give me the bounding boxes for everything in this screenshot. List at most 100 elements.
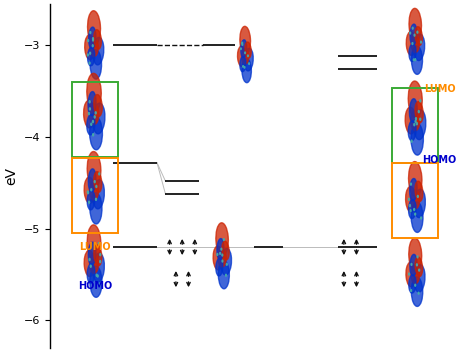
Ellipse shape bbox=[221, 249, 231, 275]
Ellipse shape bbox=[94, 95, 102, 116]
Ellipse shape bbox=[244, 48, 253, 71]
Ellipse shape bbox=[96, 274, 97, 276]
Text: LUMO: LUMO bbox=[424, 84, 456, 94]
Ellipse shape bbox=[405, 107, 416, 134]
Ellipse shape bbox=[408, 121, 416, 141]
Y-axis label: eV: eV bbox=[4, 167, 18, 185]
Ellipse shape bbox=[241, 40, 246, 58]
Ellipse shape bbox=[216, 223, 228, 256]
Ellipse shape bbox=[84, 177, 95, 203]
Ellipse shape bbox=[93, 37, 104, 65]
Ellipse shape bbox=[90, 180, 99, 200]
Ellipse shape bbox=[411, 34, 419, 52]
Ellipse shape bbox=[410, 210, 411, 212]
Ellipse shape bbox=[412, 27, 413, 29]
Ellipse shape bbox=[247, 55, 248, 57]
Ellipse shape bbox=[88, 47, 95, 66]
Ellipse shape bbox=[420, 118, 421, 120]
Bar bbox=[392, 88, 438, 163]
Ellipse shape bbox=[88, 191, 89, 194]
Ellipse shape bbox=[92, 45, 93, 47]
Ellipse shape bbox=[88, 92, 96, 116]
Bar bbox=[392, 163, 438, 238]
Ellipse shape bbox=[415, 284, 416, 286]
Ellipse shape bbox=[87, 191, 88, 193]
Ellipse shape bbox=[237, 46, 246, 67]
Ellipse shape bbox=[87, 151, 101, 188]
Ellipse shape bbox=[89, 101, 90, 103]
Ellipse shape bbox=[88, 169, 96, 192]
Bar bbox=[72, 82, 118, 157]
Ellipse shape bbox=[88, 242, 96, 265]
Ellipse shape bbox=[410, 254, 417, 276]
Ellipse shape bbox=[99, 173, 100, 175]
Ellipse shape bbox=[90, 52, 91, 54]
Ellipse shape bbox=[90, 117, 102, 150]
Ellipse shape bbox=[418, 111, 419, 113]
Ellipse shape bbox=[411, 263, 412, 265]
Ellipse shape bbox=[94, 30, 101, 49]
Ellipse shape bbox=[409, 44, 416, 62]
Ellipse shape bbox=[411, 46, 422, 74]
Ellipse shape bbox=[410, 99, 417, 122]
Ellipse shape bbox=[415, 59, 416, 61]
Ellipse shape bbox=[240, 26, 251, 55]
Ellipse shape bbox=[223, 239, 224, 240]
Ellipse shape bbox=[90, 38, 98, 57]
Ellipse shape bbox=[90, 193, 102, 224]
Text: HOMO: HOMO bbox=[422, 155, 457, 164]
Ellipse shape bbox=[94, 181, 95, 183]
Ellipse shape bbox=[409, 8, 421, 41]
Ellipse shape bbox=[99, 243, 100, 245]
Ellipse shape bbox=[91, 189, 92, 191]
Ellipse shape bbox=[420, 100, 421, 102]
Ellipse shape bbox=[222, 241, 229, 260]
Ellipse shape bbox=[96, 186, 97, 188]
Ellipse shape bbox=[409, 200, 416, 219]
Ellipse shape bbox=[89, 62, 90, 64]
Ellipse shape bbox=[87, 225, 101, 261]
Ellipse shape bbox=[90, 50, 101, 79]
Ellipse shape bbox=[242, 42, 243, 44]
Ellipse shape bbox=[415, 213, 416, 215]
Ellipse shape bbox=[414, 34, 415, 36]
Ellipse shape bbox=[90, 32, 91, 33]
Ellipse shape bbox=[218, 249, 226, 267]
Bar bbox=[72, 158, 118, 233]
Ellipse shape bbox=[242, 58, 251, 83]
Ellipse shape bbox=[89, 104, 99, 125]
Ellipse shape bbox=[89, 258, 90, 260]
Ellipse shape bbox=[222, 260, 223, 262]
Ellipse shape bbox=[83, 100, 95, 128]
Ellipse shape bbox=[408, 81, 422, 118]
Ellipse shape bbox=[245, 52, 246, 54]
Ellipse shape bbox=[89, 201, 90, 203]
Ellipse shape bbox=[88, 11, 100, 45]
Ellipse shape bbox=[100, 254, 101, 256]
Ellipse shape bbox=[417, 256, 418, 258]
Ellipse shape bbox=[411, 123, 423, 155]
Ellipse shape bbox=[411, 265, 419, 284]
Ellipse shape bbox=[97, 275, 98, 277]
Ellipse shape bbox=[406, 32, 416, 56]
Ellipse shape bbox=[410, 290, 411, 291]
Ellipse shape bbox=[89, 27, 96, 49]
Ellipse shape bbox=[413, 59, 414, 61]
Ellipse shape bbox=[87, 54, 88, 56]
Ellipse shape bbox=[410, 24, 417, 45]
Ellipse shape bbox=[216, 258, 223, 276]
Ellipse shape bbox=[94, 116, 95, 118]
Ellipse shape bbox=[213, 246, 223, 270]
Ellipse shape bbox=[91, 123, 92, 125]
Ellipse shape bbox=[409, 162, 422, 197]
Ellipse shape bbox=[411, 190, 419, 209]
Ellipse shape bbox=[222, 254, 223, 256]
Ellipse shape bbox=[100, 283, 101, 285]
Ellipse shape bbox=[415, 181, 423, 201]
Ellipse shape bbox=[92, 39, 93, 41]
Ellipse shape bbox=[217, 239, 224, 259]
Ellipse shape bbox=[94, 245, 102, 266]
Ellipse shape bbox=[219, 260, 229, 289]
Ellipse shape bbox=[416, 122, 417, 125]
Ellipse shape bbox=[92, 134, 94, 136]
